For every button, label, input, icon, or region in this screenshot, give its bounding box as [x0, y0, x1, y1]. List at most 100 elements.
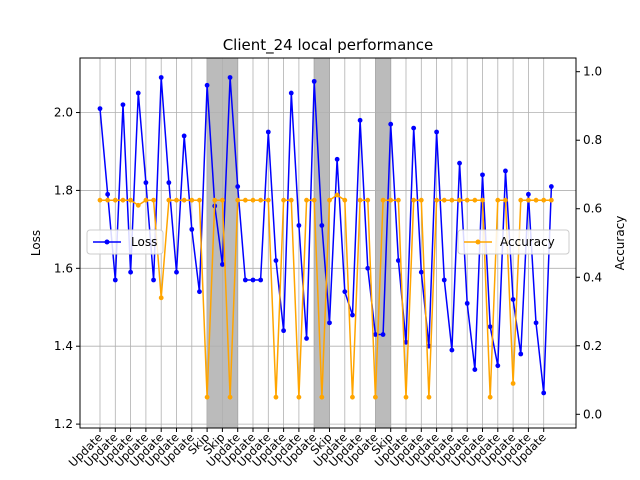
loss-point-29 [319, 223, 325, 228]
loss-point-53 [503, 168, 508, 174]
loss-point-33 [350, 312, 355, 318]
loss-point-40 [403, 339, 409, 345]
loss-point-14 [204, 82, 210, 88]
loss-point-9 [166, 180, 172, 186]
accuracy-point-25 [288, 197, 294, 203]
accuracy-point-44 [434, 197, 439, 203]
accuracy-point-42 [418, 197, 424, 203]
accuracy-point-57 [533, 197, 539, 203]
loss-point-25 [288, 90, 294, 96]
loss-point-8 [158, 75, 164, 80]
loss-point-45 [441, 277, 447, 283]
loss-point-54 [510, 297, 516, 302]
loss-point-17 [227, 75, 233, 80]
accuracy-point-50 [480, 197, 485, 203]
accuracy-point-28 [311, 197, 317, 203]
loss-point-3 [120, 102, 126, 108]
loss-point-47 [457, 160, 462, 166]
accuracy-point-45 [441, 197, 447, 203]
legend-loss-label: Loss [131, 235, 157, 249]
loss-point-51 [487, 324, 493, 330]
accuracy-point-20 [250, 197, 256, 203]
accuracy-point-56 [526, 197, 531, 203]
loss-point-52 [495, 363, 501, 369]
accuracy-point-16 [220, 197, 225, 203]
accuracy-point-19 [242, 197, 248, 203]
loss-point-22 [265, 129, 271, 135]
right-tick-label-2: 0.4 [583, 270, 602, 284]
accuracy-point-38 [388, 197, 394, 203]
chart-title: Client_24 local performance [223, 36, 434, 55]
accuracy-point-58 [541, 197, 547, 203]
accuracy-point-32 [342, 197, 348, 203]
accuracy-point-22 [265, 197, 271, 203]
accuracy-point-31 [334, 192, 340, 198]
accuracy-point-10 [174, 197, 179, 203]
loss-point-16 [220, 262, 225, 267]
accuracy-point-8 [158, 295, 164, 301]
loss-point-12 [189, 226, 195, 232]
accuracy-point-11 [181, 197, 187, 203]
accuracy-point-4 [128, 197, 134, 203]
accuracy-point-9 [166, 197, 172, 203]
legend-loss-box [86, 229, 164, 255]
right-axis-ticks: 0.0 0.2 0.4 0.6 0.8 1.0 [576, 65, 602, 421]
accuracy-point-33 [350, 394, 355, 400]
loss-point-5 [135, 90, 141, 96]
loss-point-46 [449, 347, 455, 353]
loss-point-7 [151, 277, 156, 283]
accuracy-point-6 [143, 197, 149, 203]
accuracy-point-3 [120, 197, 126, 203]
accuracy-point-52 [495, 197, 501, 203]
loss-point-10 [174, 269, 179, 275]
loss-point-28 [311, 78, 317, 84]
accuracy-point-41 [411, 197, 417, 203]
loss-point-26 [296, 223, 302, 228]
accuracy-point-43 [426, 394, 432, 400]
loss-point-24 [281, 328, 286, 334]
accuracy-point-12 [189, 197, 195, 203]
legend-accuracy-label: Accuracy [500, 235, 555, 249]
right-tick-label-1: 0.2 [583, 339, 602, 353]
left-axis-label: Loss [29, 230, 43, 256]
loss-point-6 [143, 180, 149, 186]
accuracy-point-29 [319, 394, 325, 400]
accuracy-point-54 [510, 381, 516, 386]
loss-point-44 [434, 129, 439, 135]
accuracy-point-34 [357, 197, 363, 203]
accuracy-point-21 [258, 197, 264, 203]
loss-point-37 [380, 332, 386, 337]
accuracy-point-46 [449, 197, 455, 203]
legend-accuracy: Accuracy [457, 229, 570, 255]
plot-frame [79, 57, 577, 429]
loss-point-58 [541, 390, 547, 396]
accuracy-point-47 [457, 197, 462, 203]
loss-point-56 [526, 191, 531, 197]
accuracy-point-15 [212, 197, 218, 203]
accuracy-point-49 [472, 197, 478, 203]
legend-accuracy-box [457, 229, 570, 255]
loss-point-38 [388, 121, 394, 127]
loss-point-41 [411, 125, 417, 131]
loss-point-30 [327, 320, 332, 326]
loss-point-36 [373, 332, 378, 337]
loss-point-50 [480, 172, 485, 178]
accuracy-point-48 [464, 197, 470, 203]
loss-point-39 [395, 258, 401, 263]
loss-point-59 [548, 184, 554, 189]
loss-point-13 [197, 289, 202, 295]
loss-point-23 [273, 258, 279, 263]
loss-point-1 [105, 191, 111, 197]
right-tick-label-0: 0.0 [583, 407, 602, 421]
skip-span-2 [374, 57, 392, 429]
accuracy-point-5 [135, 202, 141, 208]
accuracy-point-18 [235, 197, 241, 203]
right-axis-label: Accuracy [613, 216, 627, 271]
legend-loss: Loss [86, 229, 164, 255]
accuracy-point-53 [503, 197, 508, 203]
loss-line [99, 76, 553, 394]
accuracy-point-36 [373, 394, 378, 400]
accuracy-point-59 [548, 197, 554, 203]
left-tick-label-4: 2.0 [54, 106, 73, 120]
